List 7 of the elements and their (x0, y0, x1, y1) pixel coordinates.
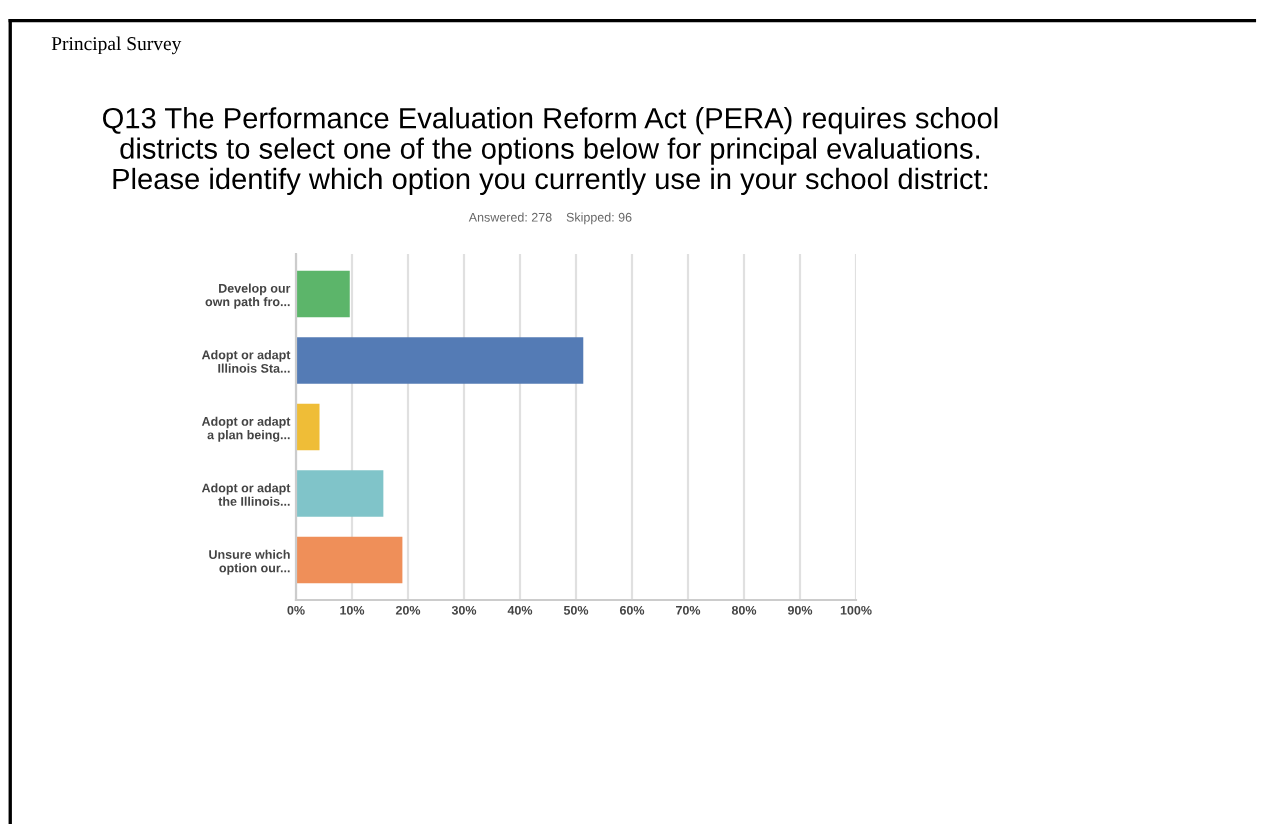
bar (296, 470, 384, 517)
bar (296, 536, 403, 584)
bar (296, 403, 320, 451)
bar (296, 337, 584, 384)
chart-title: Q13 The Performance Evaluation Reform Act (PERA) requires school districts to select one of the options below for principal evaluations. Please identify which option you currently use in your school district: (103, 107, 998, 196)
text: Principal Survey (51, 36, 182, 55)
bar (296, 270, 350, 318)
